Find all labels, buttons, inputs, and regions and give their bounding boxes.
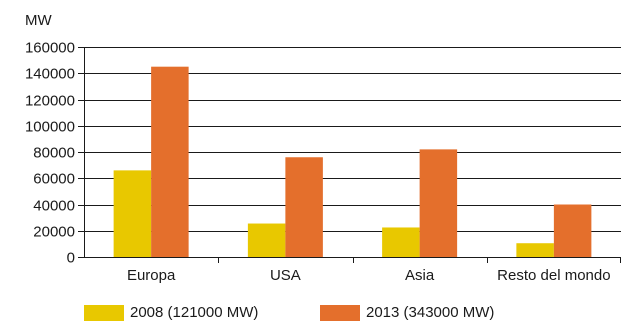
bar-usa-series-1 — [247, 223, 286, 257]
y-tick-label-120000: 120000 — [25, 93, 75, 110]
bar-chart: MW 0 20000 40000 60000 80000 100000 120000 1400… — [25, 12, 621, 284]
legend: 2008 (121000 MW) 2013 (343000 MW) — [0, 304, 624, 325]
y-tick-label-40000: 40000 — [33, 198, 75, 215]
legend-item-2008: 2008 (121000 MW) — [84, 304, 258, 321]
y-tick-labels: 0 20000 40000 60000 80000 100000 120000 140000 1… — [25, 40, 75, 267]
x-tick-labels: Europa USA Asia Resto del mondo — [127, 267, 611, 284]
bar-europa-series-2 — [151, 66, 189, 257]
bar-resto-del-mondo-series-2 — [553, 204, 592, 257]
y-tick-label-20000: 20000 — [33, 224, 75, 241]
legend-item-2013: 2013 (343000 MW) — [320, 304, 494, 321]
y-tick-label-100000: 100000 — [25, 119, 75, 136]
bar-resto-del-mondo-series-1 — [516, 243, 554, 257]
x-tick-label-usa: USA — [270, 267, 301, 284]
axes — [78, 47, 621, 263]
legend-swatch-2013 — [320, 304, 360, 321]
y-tick-label-0: 0 — [67, 250, 75, 267]
y-tick-label-160000: 160000 — [25, 40, 75, 57]
bar-asia-series-2 — [419, 149, 458, 257]
legend-label-2013: 2013 (343000 MW) — [366, 304, 495, 321]
y-axis-unit-label: MW — [25, 12, 52, 29]
y-tick-label-140000: 140000 — [25, 66, 75, 83]
x-tick-label-asia: Asia — [405, 267, 435, 284]
bar-asia-series-1 — [382, 227, 420, 257]
bars — [113, 66, 592, 257]
y-tick-label-80000: 80000 — [33, 145, 75, 162]
legend-swatch-2008 — [84, 304, 124, 321]
legend-label-2008: 2008 (121000 MW) — [130, 304, 259, 321]
bar-europa-series-1 — [113, 170, 152, 257]
x-tick-label-europa: Europa — [127, 267, 176, 284]
bar-usa-series-2 — [285, 157, 323, 257]
y-tick-label-60000: 60000 — [33, 171, 75, 188]
x-tick-label-resto-del-mondo: Resto del mondo — [497, 267, 610, 284]
